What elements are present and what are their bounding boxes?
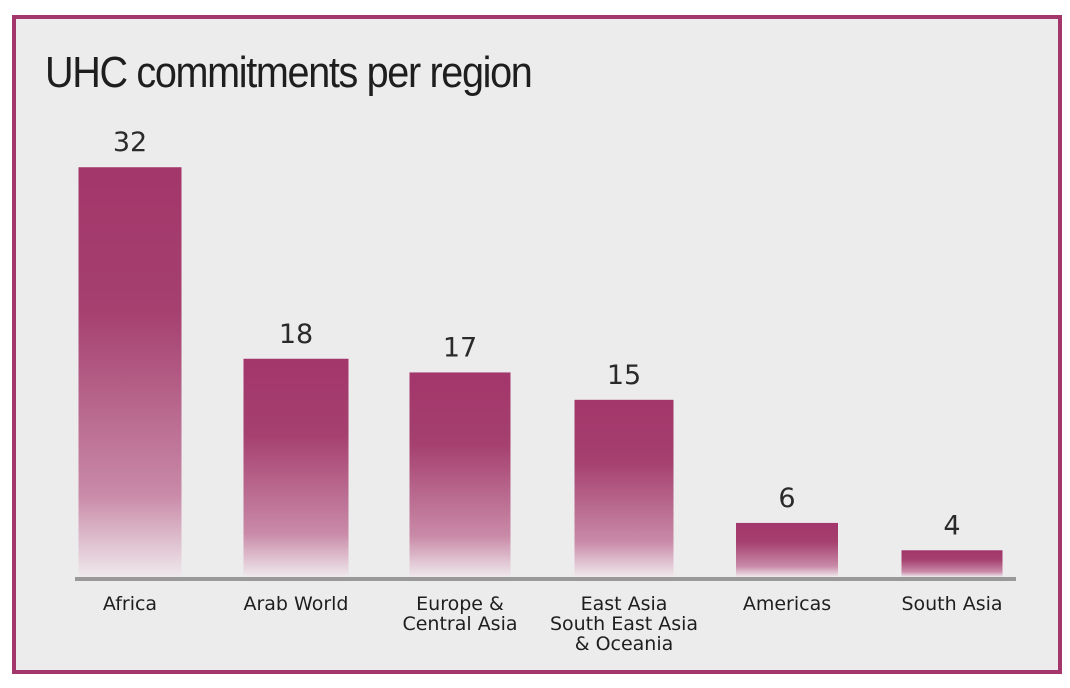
bar-5 <box>901 550 1003 577</box>
category-label: East Asia <box>581 593 668 615</box>
category-label: South East Asia <box>550 613 698 635</box>
data-label: 32 <box>113 127 147 158</box>
category-label: & Oceania <box>575 633 674 655</box>
data-label: 18 <box>279 319 313 350</box>
category-label: Arab World <box>243 593 348 615</box>
data-label: 15 <box>607 360 641 391</box>
x-axis-line <box>75 577 1016 581</box>
category-label: Europe & <box>416 593 504 615</box>
bar-1 <box>243 358 349 577</box>
category-label: Americas <box>743 593 831 615</box>
category-label: South Asia <box>901 593 1002 615</box>
category-label: Africa <box>103 593 157 615</box>
data-label: 6 <box>778 483 795 514</box>
bar-0 <box>78 167 182 578</box>
chart-title: UHC commitments per region <box>45 48 533 97</box>
bar-4 <box>736 522 838 577</box>
data-label: 4 <box>943 510 960 541</box>
category-label: Central Asia <box>402 613 517 635</box>
chart-frame <box>12 15 1062 674</box>
data-label: 17 <box>443 332 477 363</box>
bar-2 <box>409 372 511 577</box>
bar-3 <box>574 399 674 577</box>
